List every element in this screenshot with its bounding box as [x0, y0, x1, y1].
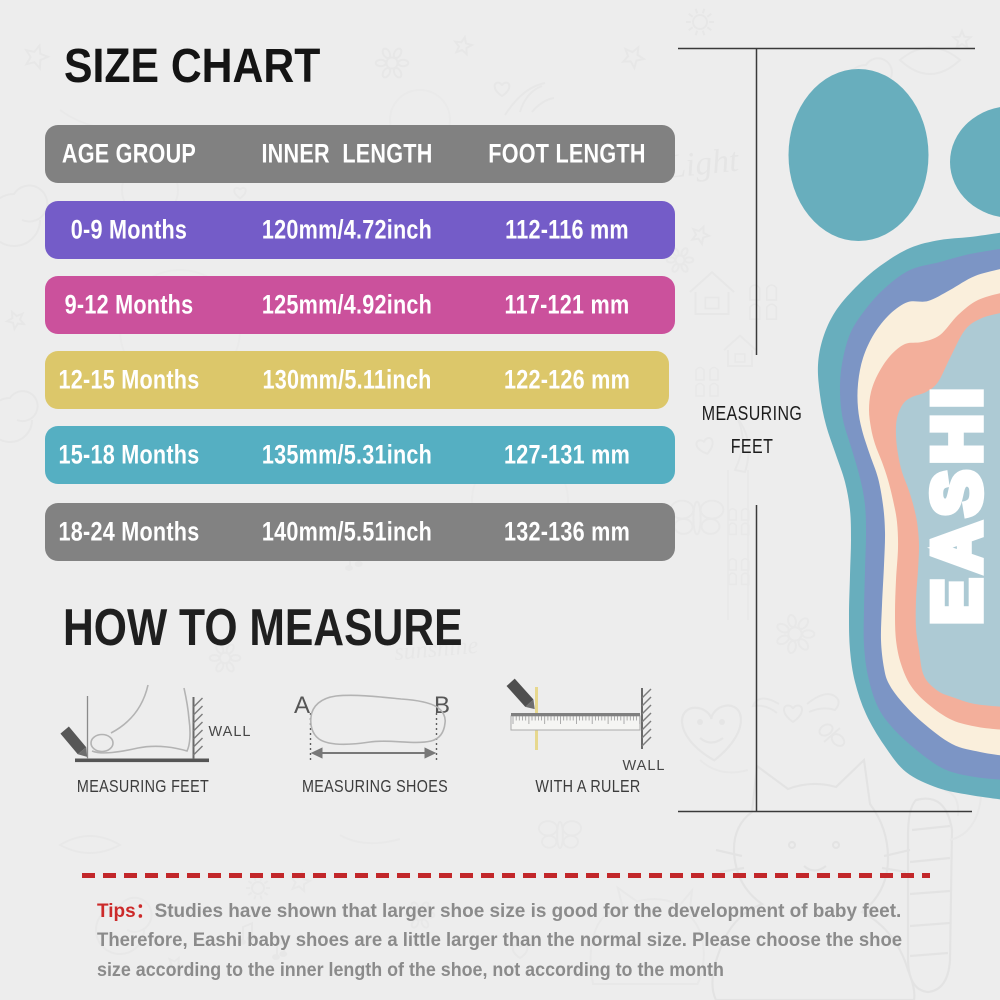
svg-text:WALL: WALL: [623, 758, 666, 774]
svg-text:B: B: [434, 692, 450, 719]
svg-text:A: A: [294, 692, 310, 719]
svg-text:Light: Light: [664, 141, 742, 186]
svg-text:WALL: WALL: [209, 724, 252, 740]
